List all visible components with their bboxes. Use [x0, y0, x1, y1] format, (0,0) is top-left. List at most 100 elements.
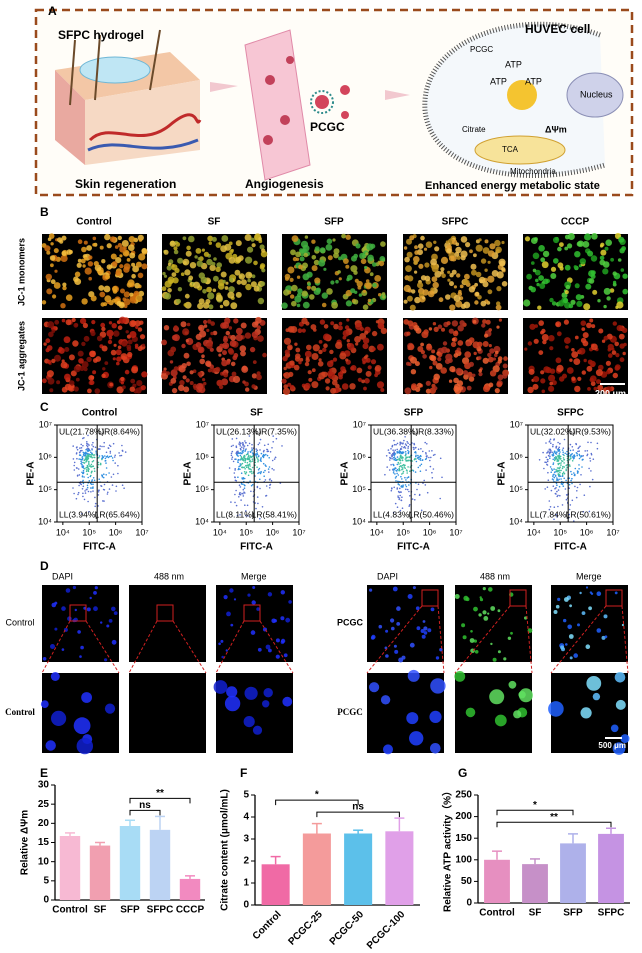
event-dot [258, 467, 261, 470]
event-dot [565, 479, 567, 482]
cell-signal [244, 686, 258, 700]
event-dot [254, 461, 257, 464]
event-dot [392, 472, 395, 474]
cell-signal [162, 370, 166, 374]
cell-signal [164, 292, 172, 300]
cell-signal [454, 349, 459, 354]
cell-signal [83, 335, 90, 342]
y-tick-label: 10⁵ [195, 484, 209, 494]
event-dot [266, 454, 269, 457]
event-dot [255, 455, 258, 457]
cell-signal [65, 319, 72, 326]
event-dot [91, 480, 93, 482]
cell-signal [573, 653, 578, 658]
cell-signal [114, 245, 119, 249]
cell-signal [619, 343, 625, 349]
cell-signal [120, 288, 125, 294]
cell-signal [329, 349, 334, 355]
label: SFPC hydrogel [58, 28, 144, 42]
cell-signal [350, 288, 356, 294]
label: Mitochondria [510, 167, 556, 176]
event-dot [424, 484, 427, 486]
event-dot [84, 454, 86, 457]
cell-signal [295, 347, 301, 353]
event-dot [397, 461, 400, 464]
event-dot [384, 473, 386, 476]
column-label: SFPC [442, 217, 469, 228]
x-tick-label: CCCP [176, 905, 205, 916]
cell-signal [376, 381, 385, 389]
cell-signal [183, 303, 188, 307]
cell-signal [408, 343, 415, 351]
cell-signal [454, 251, 460, 257]
cell-signal [213, 257, 217, 261]
cell-signal [67, 616, 72, 621]
cell-signal [446, 244, 452, 250]
cell-signal [338, 321, 343, 326]
event-dot [557, 505, 559, 508]
cell-signal [492, 357, 496, 361]
event-dot [88, 480, 91, 482]
cell-signal [189, 370, 194, 375]
event-dot [579, 445, 581, 448]
x-tick-label: PCGC-50 [328, 909, 367, 948]
cell-signal [43, 342, 47, 346]
event-dot [104, 457, 107, 460]
event-dot [268, 471, 270, 473]
cell-signal [431, 349, 436, 354]
event-dot [401, 473, 403, 475]
y-tick-label: 4 [243, 812, 249, 823]
cell-signal [119, 264, 124, 269]
event-dot [572, 449, 574, 451]
event-dot [112, 473, 115, 476]
cell-signal [449, 273, 454, 278]
cell-signal [304, 361, 310, 367]
bar [598, 833, 624, 903]
bar [522, 864, 548, 903]
cell-signal [304, 382, 311, 390]
event-dot [555, 445, 558, 448]
event-dot [419, 459, 422, 461]
event-dot [242, 451, 244, 454]
cell-signal [487, 260, 491, 264]
cell-signal [414, 250, 419, 255]
cell-signal [289, 384, 295, 390]
cell-signal [478, 372, 483, 377]
event-dot [87, 434, 89, 437]
label: PCGC [310, 120, 345, 134]
event-dot [566, 466, 568, 469]
cell-signal [406, 295, 413, 302]
event-dot [558, 485, 561, 488]
cell-signal [550, 273, 557, 279]
cell-signal [229, 340, 237, 347]
cell-signal [267, 592, 273, 597]
event-dot [553, 471, 556, 474]
event-dot [592, 458, 595, 461]
cell-signal [526, 273, 532, 280]
cell-signal [571, 348, 575, 352]
event-dot [269, 483, 272, 486]
event-dot [555, 479, 558, 481]
event-dot [398, 469, 400, 472]
event-dot [82, 472, 85, 475]
cell-signal [89, 380, 95, 386]
cell-signal [441, 327, 445, 332]
cell-signal [311, 265, 318, 272]
cell-signal [540, 378, 546, 384]
cell-signal [441, 346, 448, 354]
cell-signal [433, 386, 438, 391]
cell-signal [103, 285, 111, 293]
cell-signal [131, 273, 136, 279]
event-dot [241, 459, 244, 461]
cell-signal [410, 369, 417, 375]
cell-signal [70, 370, 77, 377]
cell-signal [481, 323, 486, 328]
cell-signal [445, 240, 450, 244]
cell-signal [380, 695, 391, 705]
event-dot [538, 459, 541, 461]
cell-signal [474, 282, 478, 287]
cell-signal [162, 271, 166, 276]
event-dot [400, 457, 403, 459]
event-dot [563, 477, 565, 480]
cell-signal [94, 586, 98, 590]
